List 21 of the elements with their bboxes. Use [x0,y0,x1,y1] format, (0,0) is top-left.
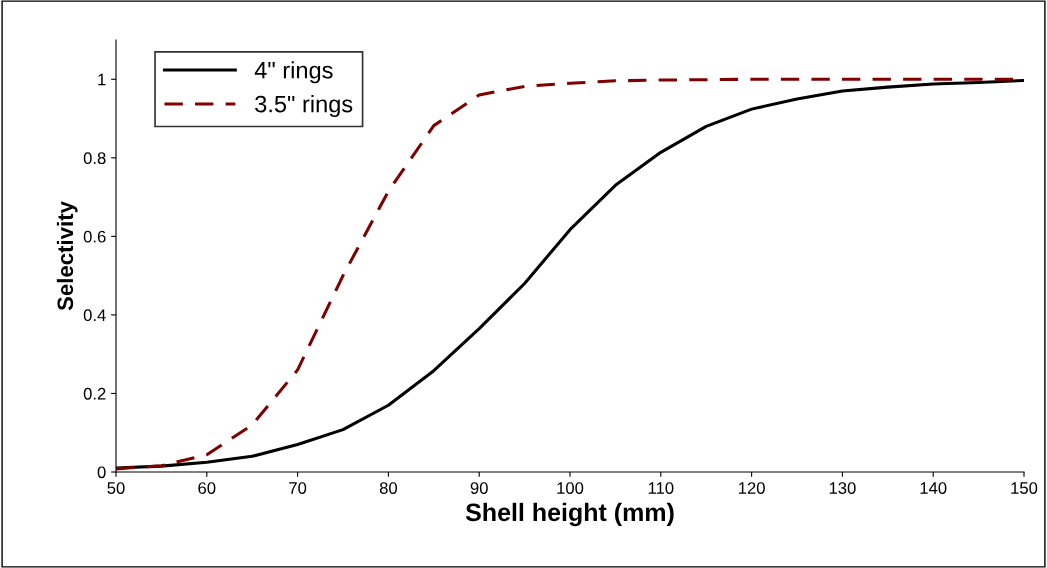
legend-label: 4" rings [254,61,333,84]
y-tick-label: 0.2 [83,387,106,400]
legend-label: 3.5" rings [255,95,353,118]
x-tick-label: 110 [648,482,674,494]
x-tick-label: 130 [829,482,856,494]
x-tick-label: 70 [289,482,307,494]
y-axis-title: Selectivity [56,201,78,311]
x-axis-title: Shell height (mm) [465,502,674,527]
x-tick-label: 140 [920,482,947,494]
y-tick-label: 0.6 [83,230,106,243]
x-tick-label: 100 [557,482,584,494]
y-tick-label: 0 [97,466,106,479]
y-tick-label: 0.8 [83,152,106,165]
y-tick-label: 1 [98,73,106,86]
x-tick-label: 80 [379,482,398,494]
x-tick-label: 120 [738,482,765,494]
x-tick-label: 60 [198,482,216,494]
y-tick-label: 0.4 [83,309,106,322]
x-tick-label: 50 [107,482,125,494]
x-tick-label: 90 [470,482,488,494]
x-tick-label: 150 [1011,482,1038,494]
